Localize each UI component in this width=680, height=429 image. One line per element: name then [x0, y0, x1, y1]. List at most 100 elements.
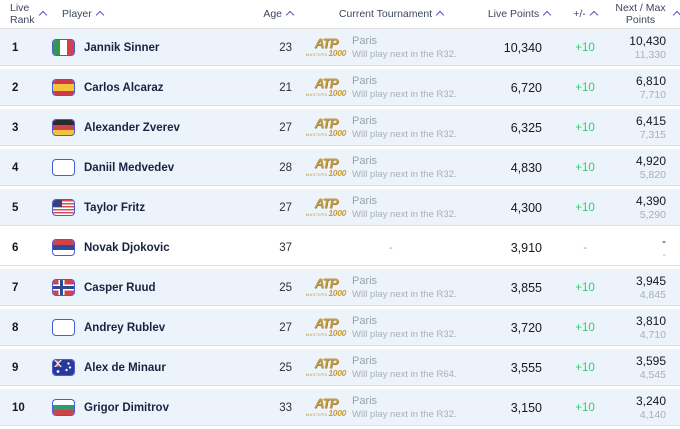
- age-cell: 33: [258, 387, 302, 429]
- live-rank-value: 9: [12, 361, 19, 374]
- atp-logo-masters-text: MASTERS: [305, 292, 328, 298]
- live-rank-value: 2: [12, 81, 19, 94]
- age-cell: 27: [258, 307, 302, 349]
- atp-logo-word: ATP: [314, 36, 339, 52]
- player-row[interactable]: 3 Alexander Zverev 27 ATP MASTERS 1000 P…: [0, 107, 680, 149]
- player-row[interactable]: 1 Jannik Sinner 23 ATP MASTERS 1000 Pari…: [0, 28, 680, 69]
- next-points-value: 3,810: [635, 313, 666, 328]
- live-rank-cell: 6: [0, 227, 42, 269]
- live-points-cell: 3,150: [480, 387, 558, 429]
- max-points-value: 5,290: [639, 208, 666, 221]
- next-points-value: 3,240: [635, 393, 666, 408]
- atp-logo-word: ATP: [314, 76, 339, 92]
- player-cell: Taylor Fritz: [42, 187, 258, 229]
- age-cell: 37: [258, 227, 302, 269]
- atp-logo-masters-text: MASTERS: [305, 412, 328, 418]
- points-delta-cell: +10: [558, 28, 612, 69]
- player-cell: Alexander Zverev: [42, 107, 258, 149]
- column-header-age[interactable]: Age: [258, 0, 302, 29]
- tournament-status: Will play next in the R32.: [352, 88, 457, 100]
- atp-masters-1000-logo-icon: ATP MASTERS 1000: [305, 117, 347, 137]
- column-label: Player: [62, 7, 92, 20]
- player-cell: Carlos Alcaraz: [42, 67, 258, 109]
- player-row[interactable]: 7 Casper Ruud 25 ATP MASTERS 1000 Paris: [0, 267, 680, 309]
- player-row[interactable]: 5 Taylor Fritz 27 ATP MASTERS 1000 Paris: [0, 187, 680, 229]
- live-rank-value: 7: [12, 281, 19, 294]
- column-header-next-max-points[interactable]: Next / Max Points: [612, 0, 680, 29]
- tournament-status: Will play next in the R32.: [352, 48, 457, 60]
- next-points-value: 3,595: [635, 353, 666, 368]
- live-points-cell: 10,340: [480, 28, 558, 69]
- current-tournament-cell: ATP MASTERS 1000 Paris Will play next in…: [302, 67, 480, 109]
- max-points-value: 4,845: [639, 288, 666, 301]
- live-rank-value: 10: [12, 401, 25, 414]
- player-row[interactable]: 10 Grigor Dimitrov 33 ATP MASTERS 1000 P…: [0, 387, 680, 429]
- tournament-name: Paris: [352, 74, 378, 87]
- atp-logo-word: ATP: [314, 156, 339, 172]
- current-tournament-cell: ATP MASTERS 1000 Paris Will play next in…: [302, 187, 480, 229]
- age-cell: 23: [258, 28, 302, 69]
- player-row[interactable]: 8 Andrey Rublev 27 ATP MASTERS 1000 Pari…: [0, 307, 680, 349]
- tournament-name: Paris: [352, 274, 378, 287]
- player-name-link[interactable]: Jannik Sinner: [84, 41, 160, 54]
- tournament-status: Will play next in the R32.: [352, 128, 457, 140]
- live-rank-cell: 9: [0, 347, 42, 389]
- atp-logo-word: ATP: [314, 356, 339, 372]
- player-name-link[interactable]: Novak Djokovic: [84, 241, 170, 254]
- tournament-name: Paris: [352, 194, 378, 207]
- atp-logo-1000-text: 1000: [328, 407, 347, 418]
- live-rank-cell: 1: [0, 28, 42, 69]
- age-cell: 28: [258, 147, 302, 189]
- live-points-cell: 6,325: [480, 107, 558, 149]
- live-rank-value: 5: [12, 201, 19, 214]
- country-flag-icon: [52, 399, 75, 416]
- player-name-link[interactable]: Grigor Dimitrov: [84, 401, 169, 414]
- player-cell: Grigor Dimitrov: [42, 387, 258, 429]
- live-rank-value: 6: [12, 241, 19, 254]
- player-row[interactable]: 4 Daniil Medvedev 28 ATP MASTERS 1000 Pa…: [0, 147, 680, 189]
- atp-logo-1000-text: 1000: [328, 47, 347, 58]
- player-name-link[interactable]: Alex de Minaur: [84, 361, 166, 374]
- tournament-empty-dash: -: [389, 241, 393, 254]
- atp-logo-word: ATP: [314, 276, 339, 292]
- max-points-value: 5,820: [639, 168, 666, 181]
- live-points-cell: 3,910: [480, 227, 558, 269]
- player-name-link[interactable]: Daniil Medvedev: [84, 161, 175, 174]
- column-header-live-rank[interactable]: Live Rank: [0, 0, 47, 29]
- tournament-name: Paris: [352, 154, 378, 167]
- atp-logo-masters-text: MASTERS: [305, 372, 328, 378]
- tournament-status: Will play next in the R32.: [352, 408, 457, 420]
- atp-logo-1000-text: 1000: [328, 327, 347, 338]
- atp-masters-1000-logo-icon: ATP MASTERS 1000: [305, 197, 347, 217]
- atp-logo-word: ATP: [314, 396, 339, 412]
- player-name-link[interactable]: Alexander Zverev: [84, 121, 180, 134]
- max-points-value: -: [662, 248, 667, 261]
- column-header-live-points[interactable]: Live Points: [480, 0, 558, 29]
- live-rank-cell: 2: [0, 67, 42, 109]
- player-cell: Andrey Rublev: [42, 307, 258, 349]
- column-header-player[interactable]: Player: [42, 0, 258, 29]
- next-max-points-cell: 6,415 7,315: [612, 107, 680, 149]
- live-rank-value: 8: [12, 321, 19, 334]
- player-row[interactable]: 2 Carlos Alcaraz 21 ATP MASTERS 1000 Par…: [0, 67, 680, 109]
- column-label: Live Rank: [10, 1, 35, 26]
- tournament-name: Paris: [352, 114, 378, 127]
- player-name-link[interactable]: Carlos Alcaraz: [84, 81, 164, 94]
- player-row[interactable]: 6 Novak Djokovic 37: [0, 227, 680, 269]
- player-row[interactable]: 9 Alex de Minaur 25 ATP MASTERS 1000 Par…: [0, 347, 680, 389]
- max-points-value: 7,315: [639, 128, 666, 141]
- tournament-status: Will play next in the R32.: [352, 288, 457, 300]
- points-delta-cell: +10: [558, 347, 612, 389]
- column-header-current-tournament[interactable]: Current Tournament: [302, 0, 480, 29]
- player-name-link[interactable]: Casper Ruud: [84, 281, 156, 294]
- tournament-name: Paris: [352, 34, 378, 47]
- header-row: Live Rank Player Age Current Tournament: [0, 0, 680, 29]
- player-name-link[interactable]: Taylor Fritz: [84, 201, 146, 214]
- player-name-link[interactable]: Andrey Rublev: [84, 321, 166, 334]
- column-label: +/-: [573, 7, 586, 20]
- column-header-plus-minus[interactable]: +/-: [558, 0, 612, 29]
- country-flag-icon: [52, 319, 75, 336]
- sort-asc-caret-icon: [285, 10, 295, 20]
- current-tournament-cell: ATP MASTERS 1000 Paris Will play next in…: [302, 147, 480, 189]
- tournament-name: Paris: [352, 354, 378, 367]
